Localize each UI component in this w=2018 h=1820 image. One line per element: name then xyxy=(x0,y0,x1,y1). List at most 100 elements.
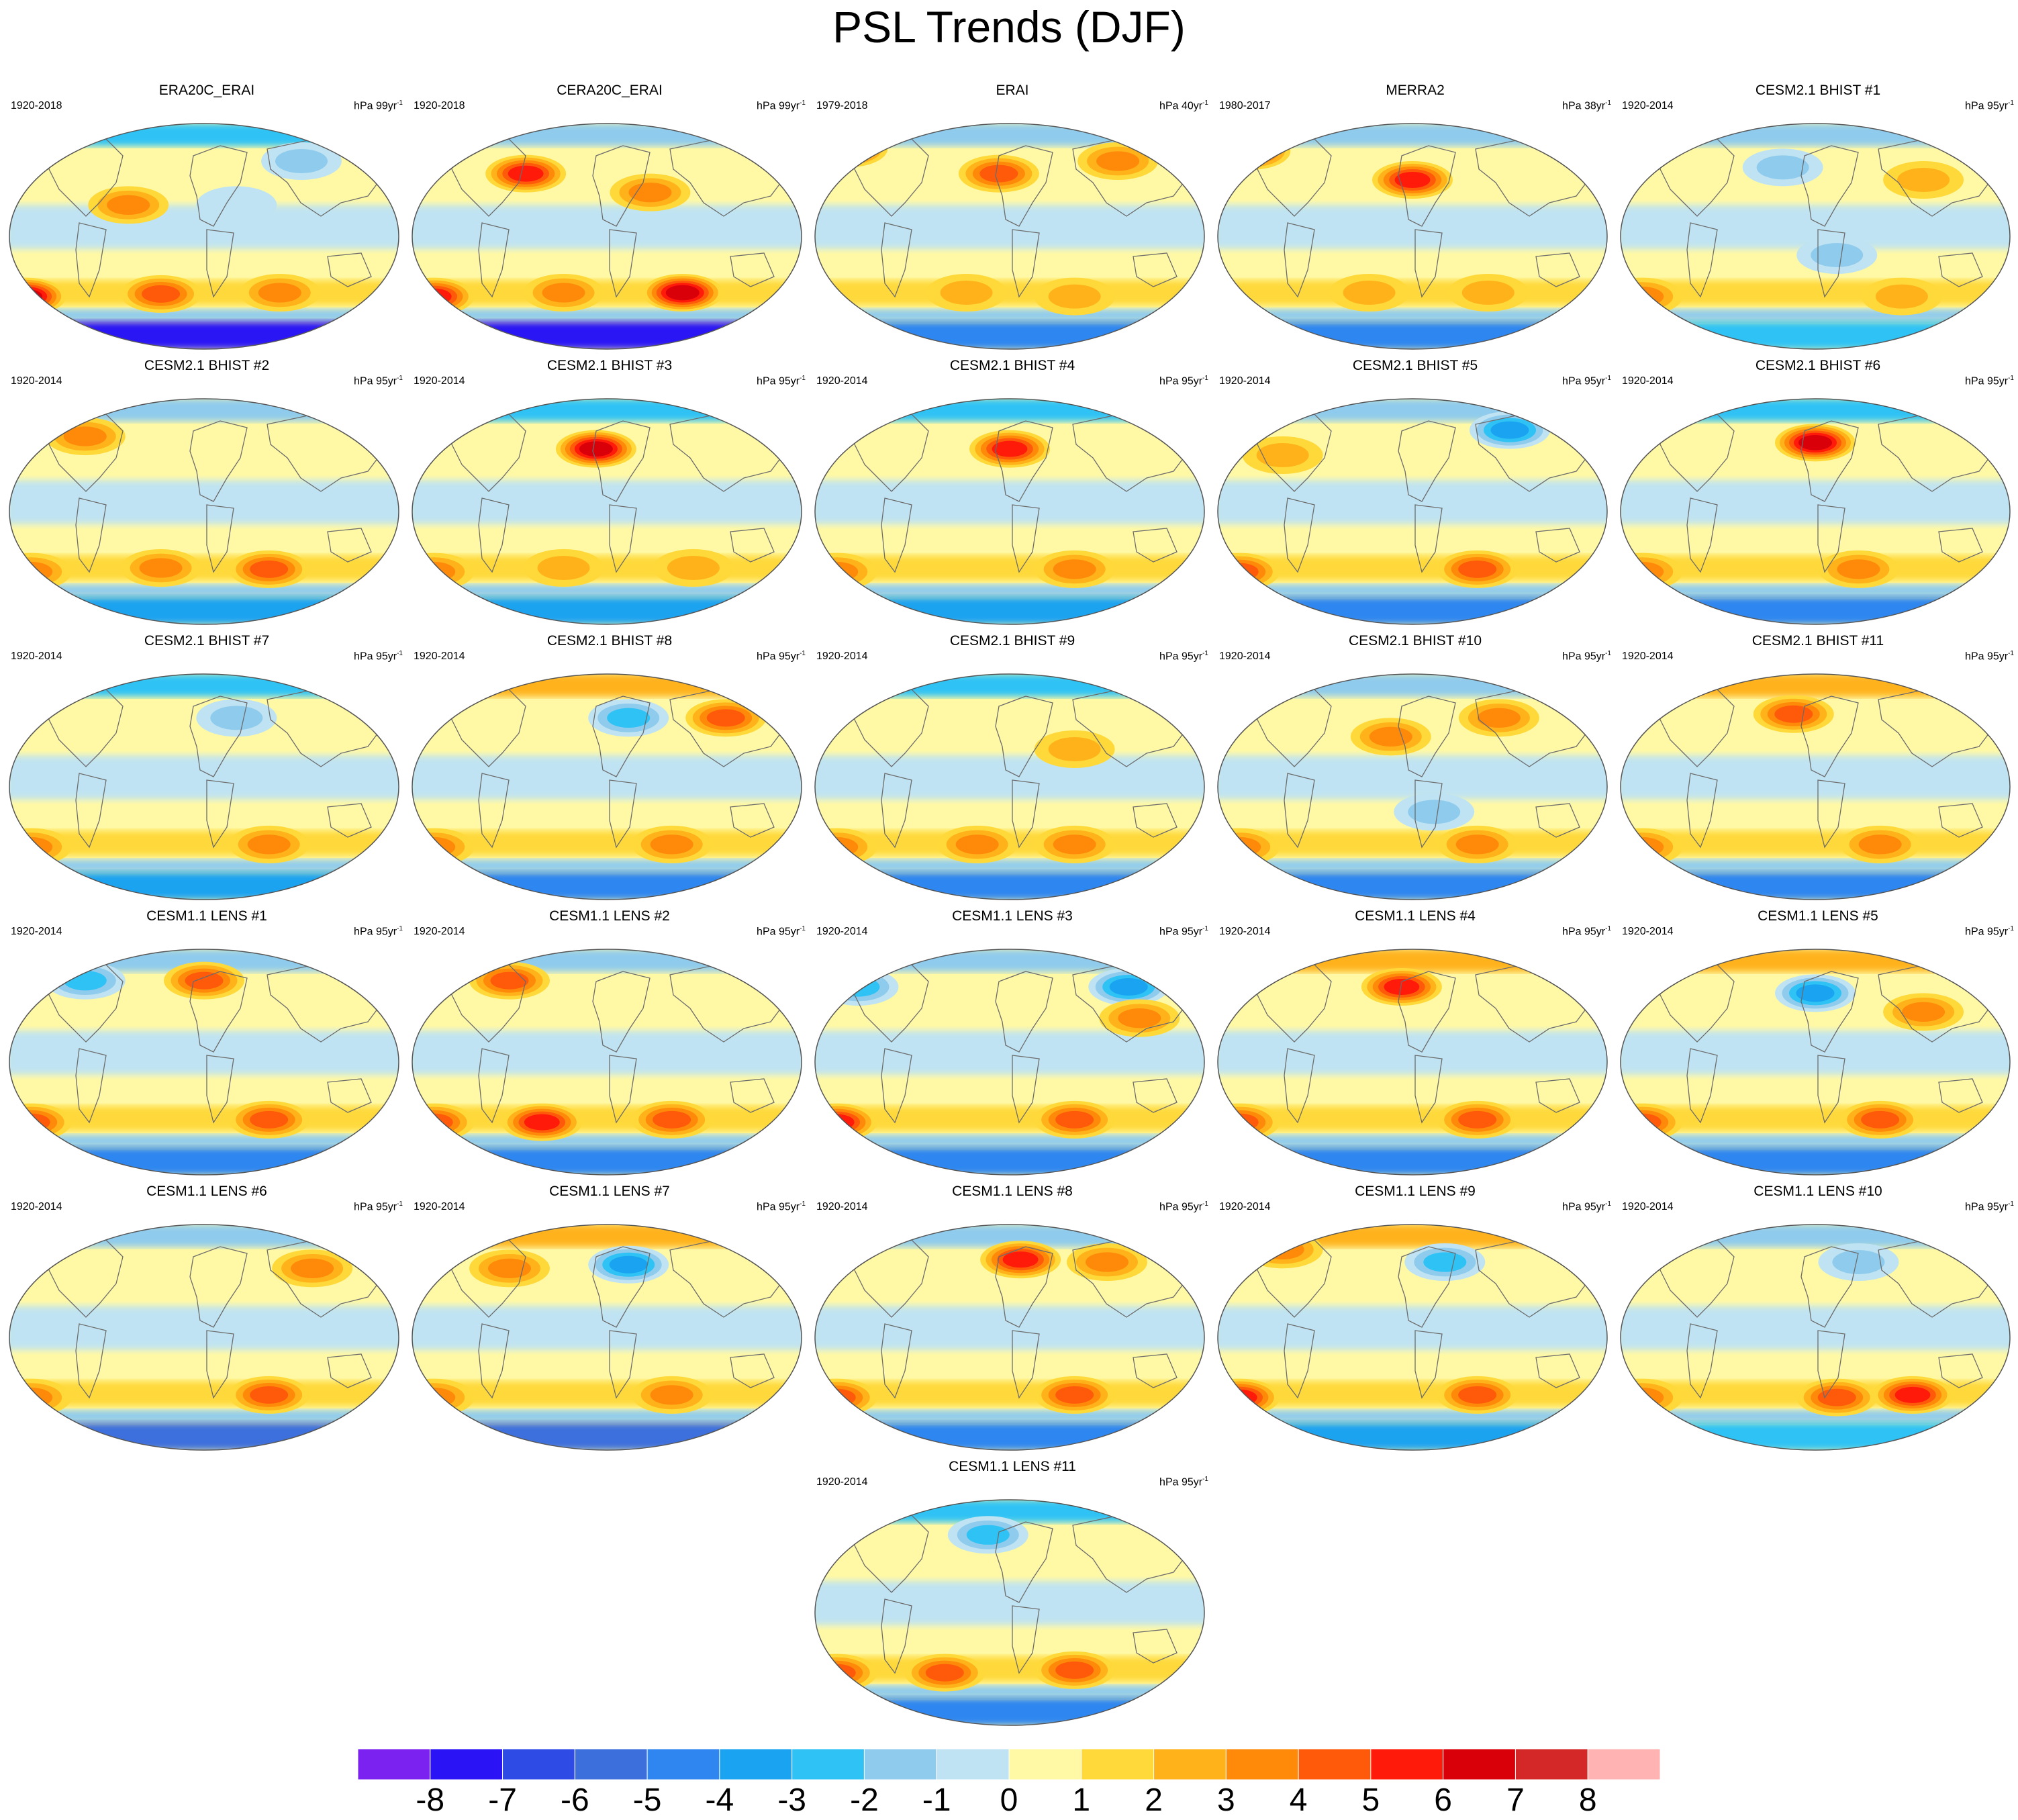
latitude-band xyxy=(1218,871,1607,900)
map-panel: CESM1.1 LENS #4 1920-2014 hPa 95yr-1 xyxy=(1214,908,1617,1183)
units-scale: 99 xyxy=(375,100,388,112)
colorbar-tick-label: -5 xyxy=(632,1782,662,1818)
trend-contour xyxy=(412,561,456,582)
trend-contour xyxy=(979,164,1018,183)
coastline xyxy=(1686,497,1718,573)
globe-outline xyxy=(412,1224,802,1451)
map-globe xyxy=(1217,1224,1608,1451)
panel-units: hPa 95yr-1 xyxy=(1965,922,2014,939)
panel-title: CESM2.1 BHIST #6 xyxy=(1755,358,1881,373)
latitude-band xyxy=(9,871,399,900)
colorbar-tick-label: 5 xyxy=(1361,1782,1380,1818)
coastline xyxy=(1817,1055,1845,1124)
coastline xyxy=(1817,229,1845,298)
coastline xyxy=(206,1330,234,1399)
map-panel: CESM2.1 BHIST #2 1920-2014 hPa 95yr-1 xyxy=(5,357,408,632)
units-exponent: -1 xyxy=(2008,375,2014,382)
latitude-band xyxy=(1218,596,1607,624)
units-scale: 95 xyxy=(1181,651,1194,663)
panel-title: ERA20C_ERAI xyxy=(158,83,255,98)
trend-contour xyxy=(1055,1386,1094,1404)
units-prefix: hPa xyxy=(354,100,376,112)
trend-contour xyxy=(1221,1389,1257,1406)
units-suffix: yr xyxy=(790,1201,800,1213)
panel-units: hPa 95yr-1 xyxy=(1965,647,2014,663)
latitude-band xyxy=(815,1581,1204,1625)
map-globe xyxy=(412,1224,802,1451)
coastline xyxy=(75,1048,107,1124)
latitude-band xyxy=(1621,399,2010,422)
units-suffix: yr xyxy=(790,926,800,938)
panel-period: 1920-2018 xyxy=(414,100,465,111)
latitude-band xyxy=(412,949,802,972)
latitude-band xyxy=(412,859,802,872)
trend-contour xyxy=(508,165,544,182)
coastline xyxy=(609,504,637,573)
globe-outline xyxy=(1620,123,2011,350)
colorbar-tick-label: 3 xyxy=(1216,1782,1235,1818)
units-exponent: -1 xyxy=(2008,650,2014,657)
latitude-band xyxy=(412,399,802,422)
map-panel: CESM2.1 BHIST #1 1920-2014 hPa 95yr-1 xyxy=(1617,82,2018,357)
latitude-band xyxy=(1218,1147,1607,1175)
units-exponent: -1 xyxy=(2008,1200,2014,1208)
latitude-band xyxy=(815,1685,1204,1698)
units-exponent: -1 xyxy=(800,1200,806,1208)
globe-outline xyxy=(814,398,1205,625)
units-exponent: -1 xyxy=(800,375,806,382)
trend-contour xyxy=(185,971,224,990)
map-globe xyxy=(1217,949,1608,1176)
units-exponent: -1 xyxy=(1202,1200,1208,1208)
units-exponent: -1 xyxy=(1605,375,1611,382)
latitude-band xyxy=(412,1306,802,1350)
units-exponent: -1 xyxy=(800,650,806,657)
latitude-band xyxy=(1218,1410,1607,1423)
trend-contour xyxy=(1221,138,1280,165)
units-exponent: -1 xyxy=(397,650,403,657)
latitude-band xyxy=(9,1147,399,1175)
coastline xyxy=(1535,803,1580,838)
coastline xyxy=(592,971,651,1053)
units-exponent: -1 xyxy=(397,99,403,107)
globe-outline xyxy=(814,123,1205,350)
trend-contour xyxy=(609,1255,648,1274)
globe-outline xyxy=(1217,1224,1608,1451)
trend-contour xyxy=(829,140,865,157)
units-prefix: hPa xyxy=(1159,1201,1182,1213)
coastline xyxy=(1012,1605,1040,1674)
map-globe xyxy=(9,1224,399,1451)
map-globe xyxy=(814,949,1205,1176)
units-prefix: hPa xyxy=(1562,375,1584,387)
panel-title: CESM2.1 BHIST #9 xyxy=(949,633,1075,649)
panel-title: CESM1.1 LENS #7 xyxy=(549,1184,670,1199)
colorbar-tick-label: 6 xyxy=(1434,1782,1453,1818)
coastline xyxy=(995,145,1053,227)
trend-contour xyxy=(414,1113,453,1131)
trend-contour xyxy=(579,441,613,457)
latitude-band xyxy=(1218,1381,1607,1406)
coastline xyxy=(189,696,248,777)
coastline xyxy=(609,1055,637,1124)
trend-contour xyxy=(1455,834,1499,855)
trend-contour xyxy=(824,138,871,160)
coastline xyxy=(1012,229,1040,298)
latitude-band xyxy=(1621,755,2010,800)
trend-contour xyxy=(9,836,53,857)
coastline xyxy=(1938,528,1983,563)
colorbar-box xyxy=(1515,1748,1588,1780)
globe-outline xyxy=(9,673,399,900)
colorbar-box xyxy=(719,1748,793,1780)
coastline xyxy=(1133,528,1178,563)
coastline xyxy=(1414,504,1443,573)
latitude-band xyxy=(1218,584,1607,597)
coastline xyxy=(189,145,248,227)
globe-outline xyxy=(1620,1224,2011,1451)
trend-contour xyxy=(628,183,672,203)
units-prefix: hPa xyxy=(1159,375,1182,387)
trend-contour xyxy=(1861,1110,1900,1129)
trend-contour xyxy=(817,1664,856,1682)
globe-outline xyxy=(1620,398,2011,625)
trend-contour xyxy=(1002,1251,1039,1268)
coastline xyxy=(1535,252,1580,287)
trend-contour xyxy=(1621,561,1664,582)
